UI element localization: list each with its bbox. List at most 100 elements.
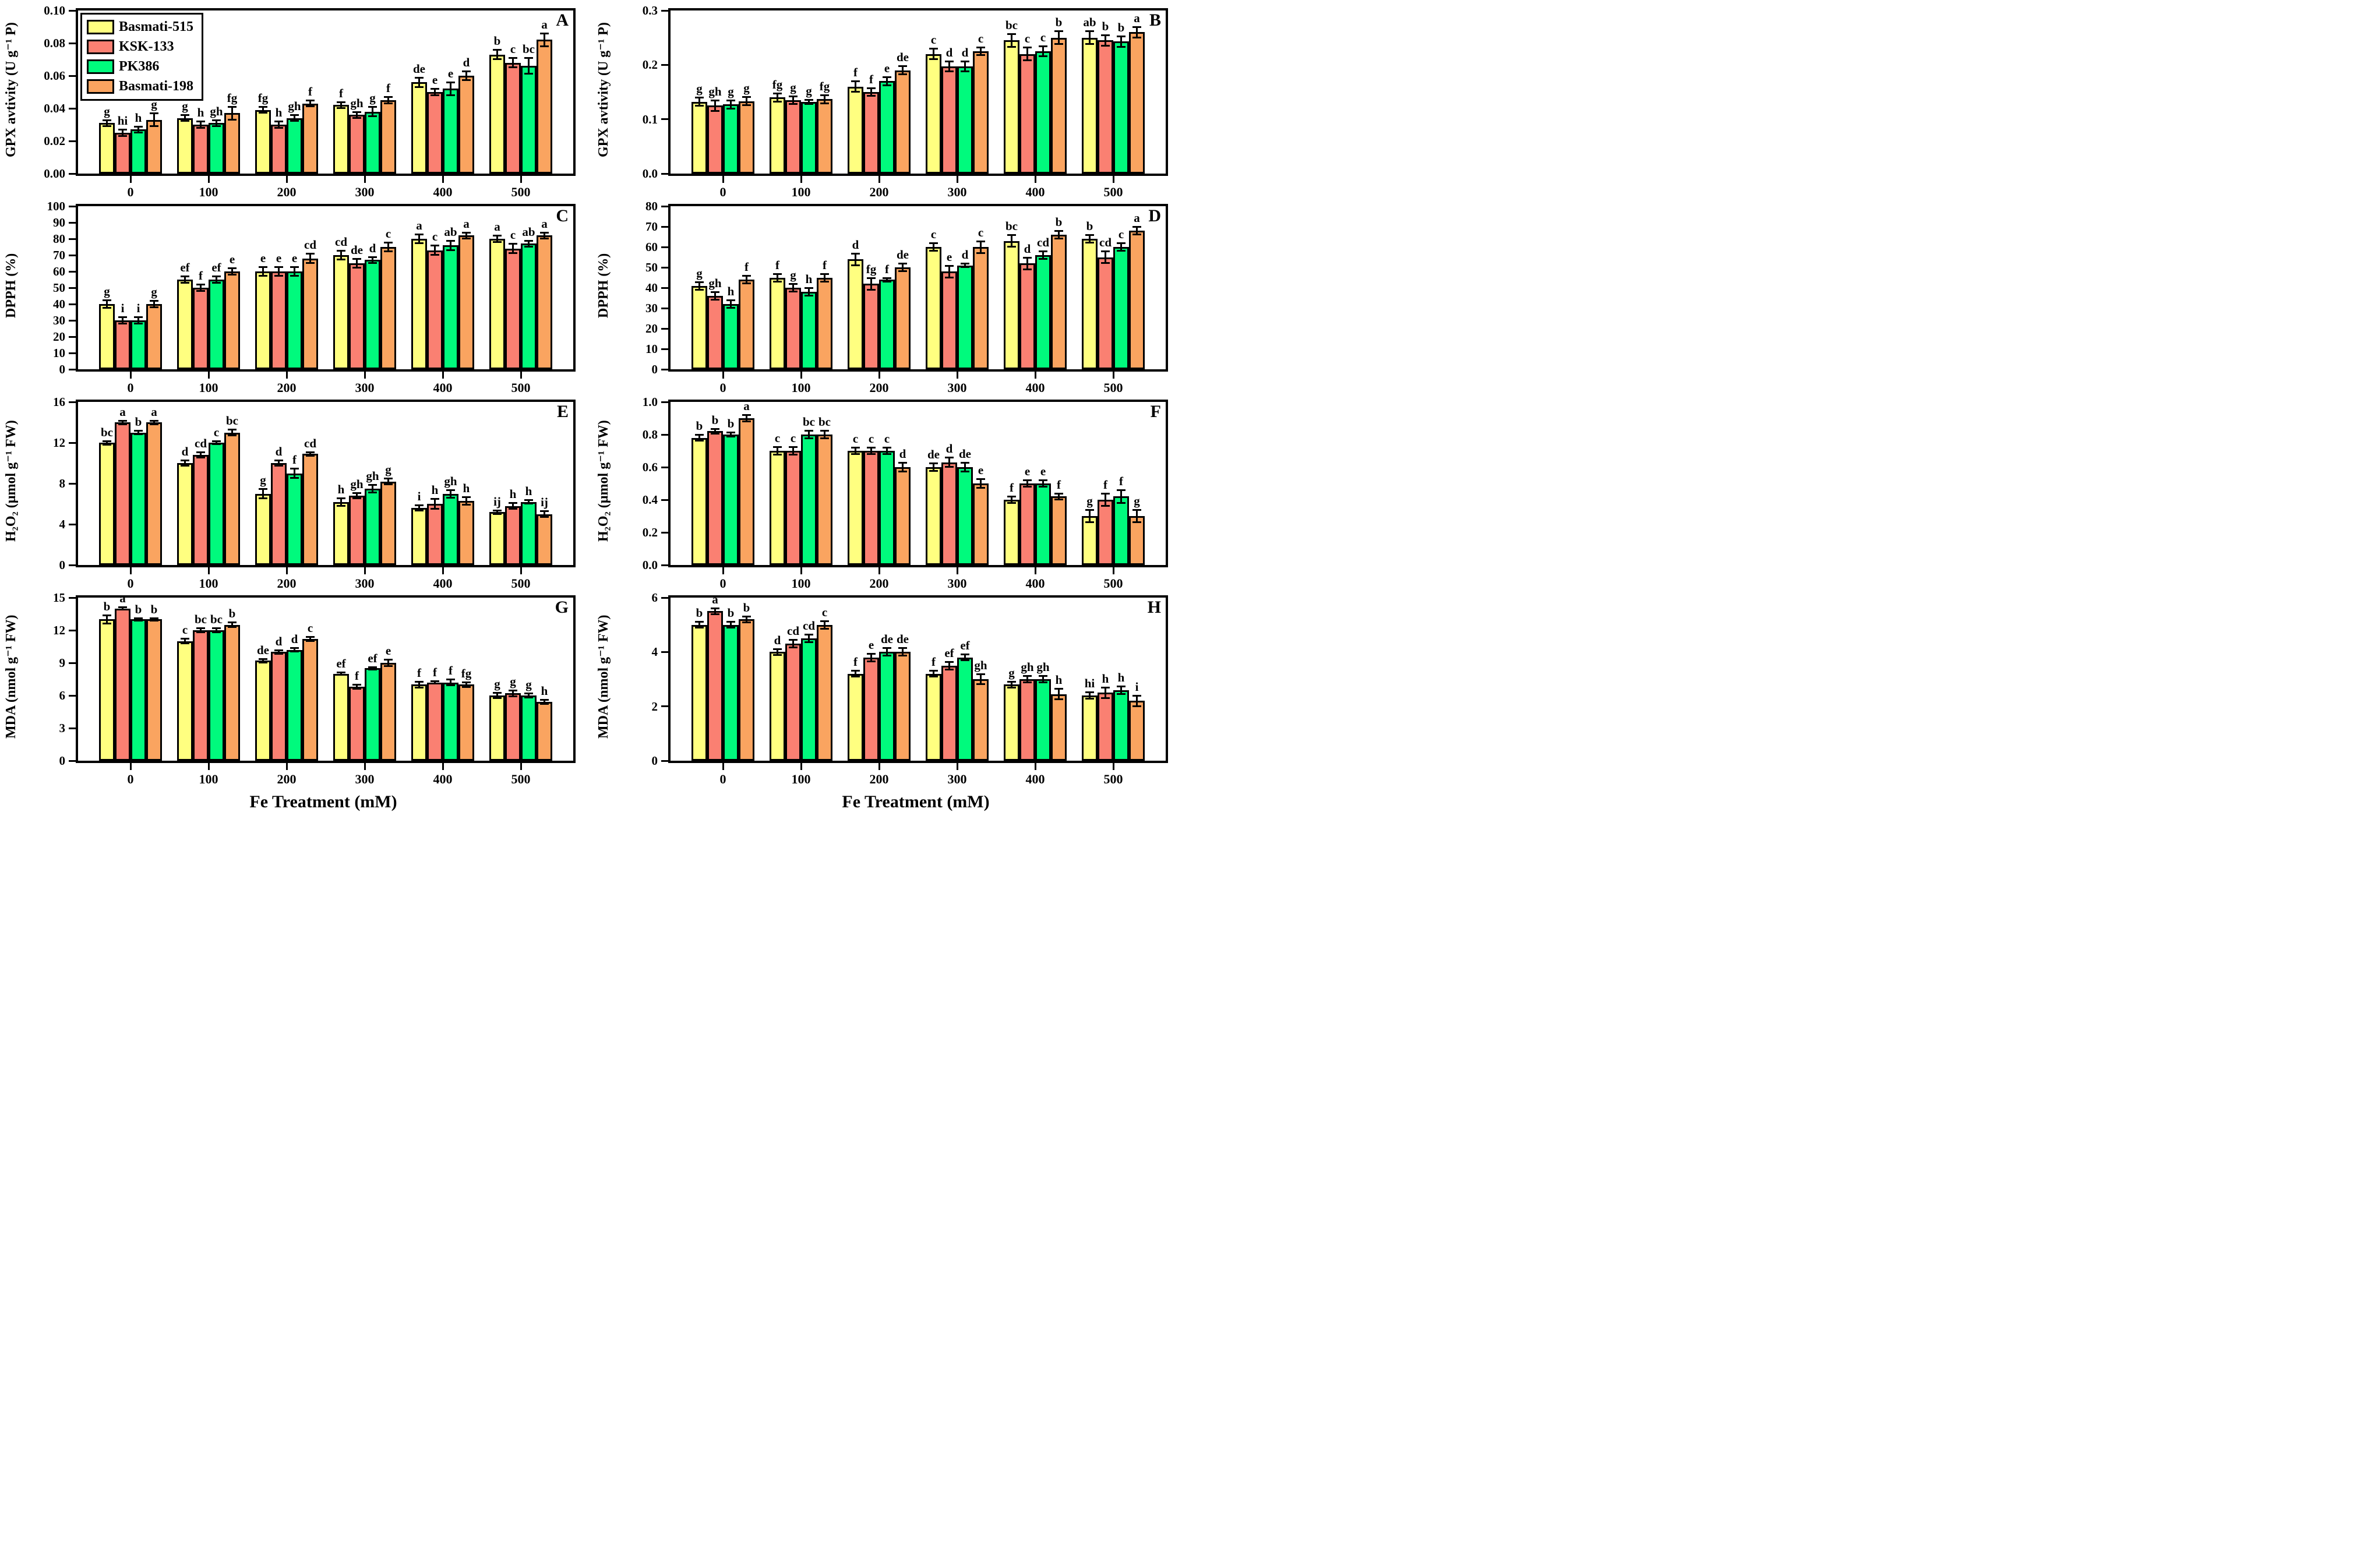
error-bar-cap [524, 693, 533, 695]
error-bar-cap [1101, 687, 1110, 688]
significance-letter: c [510, 42, 516, 56]
error-bar [792, 284, 794, 292]
error-bar [698, 97, 700, 107]
y-tick-label: 4 [651, 645, 658, 659]
bar [879, 451, 895, 565]
bar [1082, 239, 1098, 369]
error-bar-cap [368, 666, 377, 668]
x-tick-mark [207, 567, 210, 574]
error-bar-cap [462, 231, 471, 234]
error-bar-cap [150, 423, 158, 425]
significance-letter: ij [493, 494, 501, 508]
error-bar [387, 659, 389, 666]
error-bar-cap [711, 428, 719, 430]
error-bar [153, 420, 155, 425]
x-tick-mark [442, 763, 444, 770]
y-tick-mark [661, 266, 669, 269]
error-bar-cap [306, 636, 315, 638]
error-bar [262, 488, 264, 499]
bar [427, 682, 443, 761]
y-tick-mark [69, 107, 76, 110]
error-bar-cap [1085, 242, 1094, 243]
x-tick-mark [1034, 176, 1036, 183]
error-bar-cap [1007, 33, 1016, 36]
significance-letter: c [307, 621, 313, 635]
error-bar-cap [118, 419, 127, 422]
significance-letter: g [510, 674, 516, 688]
significance-letter: c [930, 33, 937, 47]
error-bar-cap [524, 57, 533, 59]
bar [1004, 40, 1019, 174]
error-bar-cap [883, 277, 891, 279]
error-bar [1042, 480, 1044, 487]
x-tick-label: 500 [1103, 380, 1123, 395]
y-tick-mark [69, 662, 76, 664]
error-bar-cap [820, 620, 829, 622]
y-tick-label: 100 [47, 199, 66, 213]
error-bar [465, 232, 467, 239]
significance-letter: bc [210, 612, 223, 627]
significance-letter: g [260, 472, 266, 487]
error-bar-cap [274, 266, 283, 268]
plot-area: 0 4 8 12 16 0 bc a b a 100 d cd c bc 200 g d f cd 300 h gh gh g 4… [53, 395, 576, 591]
significance-letter: a [416, 218, 422, 232]
y-tick-mark [661, 499, 669, 501]
bar [177, 280, 193, 369]
significance-letter: i [417, 489, 421, 503]
significance-letter: c [930, 227, 937, 241]
error-bar-cap [711, 432, 719, 435]
error-bar [137, 617, 139, 621]
error-bar-cap [929, 676, 938, 678]
error-bar-cap [259, 106, 267, 108]
y-tick-mark [69, 368, 76, 370]
bar [209, 280, 224, 369]
error-bar [340, 101, 342, 108]
y-tick-mark [661, 205, 669, 207]
x-tick-label: 200 [277, 380, 297, 395]
error-bar [278, 121, 280, 128]
error-bar [216, 276, 217, 283]
significance-letter: i [136, 301, 140, 316]
bar [537, 40, 552, 174]
y-tick-label: 20 [645, 322, 658, 336]
error-bar-cap [196, 627, 205, 630]
error-bar-cap [695, 627, 704, 629]
error-bar-cap [118, 609, 127, 611]
bar [1019, 263, 1035, 369]
significance-letter: de [413, 61, 425, 76]
error-bar-cap [415, 76, 424, 79]
significance-letter: g [1008, 665, 1015, 680]
significance-letter: gh [350, 96, 364, 110]
significance-letter: h [727, 284, 735, 298]
error-bar-cap [337, 671, 345, 673]
bar [349, 687, 365, 761]
error-bar-cap [789, 103, 798, 105]
x-tick-mark [722, 372, 724, 379]
error-bar-cap [898, 471, 907, 473]
bar [365, 488, 380, 565]
error-bar-cap [742, 275, 751, 277]
error-bar [855, 670, 856, 677]
significance-letter: d [291, 631, 298, 646]
significance-letter: f [853, 65, 858, 80]
y-tick-mark [69, 336, 76, 338]
error-bar [450, 489, 451, 498]
error-bar-cap [103, 307, 111, 309]
error-bar-cap [196, 631, 205, 633]
error-bar-cap [820, 273, 829, 275]
legend-label: KSK-133 [119, 39, 174, 54]
bar [505, 693, 521, 761]
bar [1113, 41, 1129, 174]
error-bar-cap [961, 654, 969, 656]
x-tick-label: 100 [791, 380, 811, 395]
bar [957, 657, 973, 761]
bar [957, 66, 973, 174]
error-bar-cap [415, 233, 424, 235]
error-bar-cap [150, 617, 158, 619]
error-bar-cap [352, 687, 361, 690]
x-tick-label: 0 [719, 380, 726, 395]
error-bar-cap [789, 647, 798, 649]
significance-letter: f [386, 81, 390, 96]
error-bar-cap [1054, 30, 1063, 33]
error-bar-cap [103, 443, 111, 446]
